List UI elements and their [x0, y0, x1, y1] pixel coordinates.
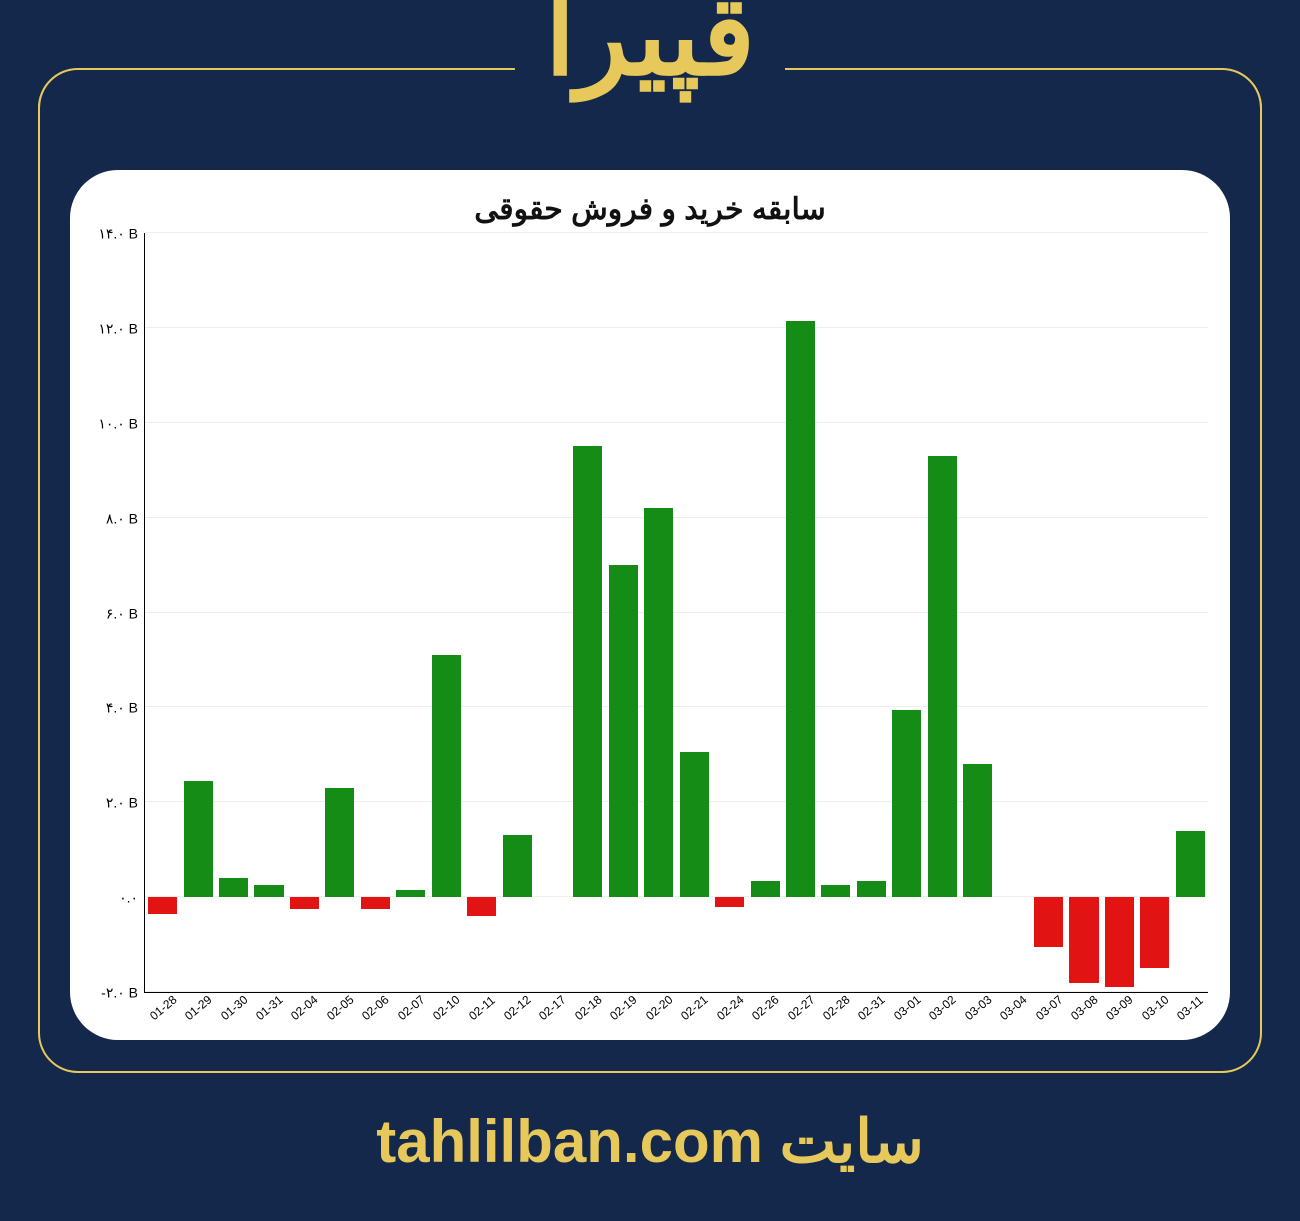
bar: [361, 897, 390, 909]
bar: [254, 885, 283, 897]
bar: [573, 446, 602, 897]
bar: [1176, 831, 1205, 897]
grid-line: [145, 517, 1208, 518]
bar: [680, 752, 709, 897]
x-tick-label: 01-31: [253, 993, 286, 1023]
x-tick-label: 02-11: [466, 993, 498, 1023]
x-tick-label: 02-20: [643, 993, 676, 1023]
x-tick-label: 02-18: [572, 993, 605, 1023]
x-tick-label: 03-03: [962, 993, 995, 1023]
chart-title: سابقه خرید و فروش حقوقی: [88, 192, 1212, 227]
grid-line: [145, 991, 1208, 992]
y-tick-label: ۸.۰ B: [106, 510, 138, 527]
x-tick-label: 02-17: [536, 993, 569, 1023]
x-tick-label: 02-07: [395, 993, 428, 1023]
x-tick-label: 01-29: [182, 993, 215, 1023]
x-tick-label: 02-24: [714, 993, 747, 1023]
y-tick-label: ۴.۰ B: [106, 700, 138, 717]
bar: [290, 897, 319, 909]
x-tick-label: 03-09: [1103, 993, 1136, 1023]
bar: [715, 897, 744, 906]
y-tick-label: ۱۰.۰ B: [98, 415, 138, 432]
x-tick-label: 03-10: [1139, 993, 1172, 1023]
bar: [644, 508, 673, 897]
x-tick-label: 02-19: [607, 993, 640, 1023]
grid-line: [145, 232, 1208, 233]
y-tick-label: ۲.۰ B: [106, 795, 138, 812]
bar: [325, 788, 354, 897]
x-tick-label: 02-21: [678, 993, 711, 1023]
bar: [928, 456, 957, 897]
bar: [148, 897, 177, 914]
x-tick-label: 02-12: [501, 993, 534, 1023]
x-tick-label: 03-04: [997, 993, 1030, 1023]
x-tick-label: 03-08: [1068, 993, 1101, 1023]
symbol-title: قپیرا: [515, 0, 785, 92]
x-axis-labels: 01-2801-2901-3001-3102-0402-0502-0602-07…: [144, 993, 1208, 1033]
x-tick-label: 01-30: [218, 993, 251, 1023]
x-tick-label: 02-28: [820, 993, 853, 1023]
y-tick-label: ۱۲.۰ B: [98, 320, 138, 337]
x-tick-label: 02-10: [430, 993, 463, 1023]
x-tick-label: 01-28: [147, 993, 180, 1023]
x-tick-label: 03-07: [1033, 993, 1066, 1023]
bar: [1105, 897, 1134, 987]
bar: [821, 885, 850, 897]
bar: [609, 565, 638, 897]
x-tick-label: 03-01: [891, 993, 924, 1023]
bar: [963, 764, 992, 897]
x-tick-label: 03-02: [926, 993, 959, 1023]
grid-line: [145, 801, 1208, 802]
y-tick-label: ۱۴.۰ B: [98, 226, 138, 243]
grid-line: [145, 327, 1208, 328]
y-tick-label: -۲.۰ B: [101, 985, 138, 1002]
bar: [503, 835, 532, 897]
bar: [219, 878, 248, 897]
bar: [467, 897, 496, 916]
footer-label: سایت: [780, 1108, 924, 1175]
x-tick-label: 03-11: [1174, 993, 1206, 1023]
chart-card: سابقه خرید و فروش حقوقی -۲.۰ B ۰.۰ ۲.۰ B ۴.…: [70, 170, 1230, 1040]
x-tick-label: 02-05: [324, 993, 357, 1023]
x-tick-label: 02-26: [749, 993, 782, 1023]
grid-line: [145, 422, 1208, 423]
bar: [1034, 897, 1063, 947]
x-tick-label: 02-06: [359, 993, 392, 1023]
bar: [892, 710, 921, 897]
x-tick-label: 02-27: [785, 993, 818, 1023]
chart-plot-wrap: -۲.۰ B ۰.۰ ۲.۰ B ۴.۰ B ۶.۰ B ۸.۰ B ۱۰.۰ B ۱۲.۰ …: [88, 233, 1212, 1033]
bar: [786, 321, 815, 897]
x-tick-label: 02-31: [855, 993, 888, 1023]
y-tick-label: ۰.۰: [119, 890, 138, 907]
plot-area: [144, 233, 1208, 993]
y-axis: -۲.۰ B۰.۰۲.۰ B۴.۰ B۶.۰ B۸.۰ B۱۰.۰ B۱۲.۰ …: [88, 233, 144, 993]
x-tick-label: 02-04: [288, 993, 321, 1023]
bar: [1069, 897, 1098, 982]
bar: [857, 881, 886, 898]
bar: [184, 781, 213, 897]
footer-site: tahlilban.com: [376, 1108, 763, 1175]
bar: [396, 890, 425, 897]
grid-line: [145, 706, 1208, 707]
bar: [751, 881, 780, 898]
bar: [1140, 897, 1169, 968]
bar: [432, 655, 461, 897]
grid-line: [145, 612, 1208, 613]
y-tick-label: ۶.۰ B: [106, 605, 138, 622]
footer: سایت tahlilban.com: [0, 1107, 1300, 1177]
